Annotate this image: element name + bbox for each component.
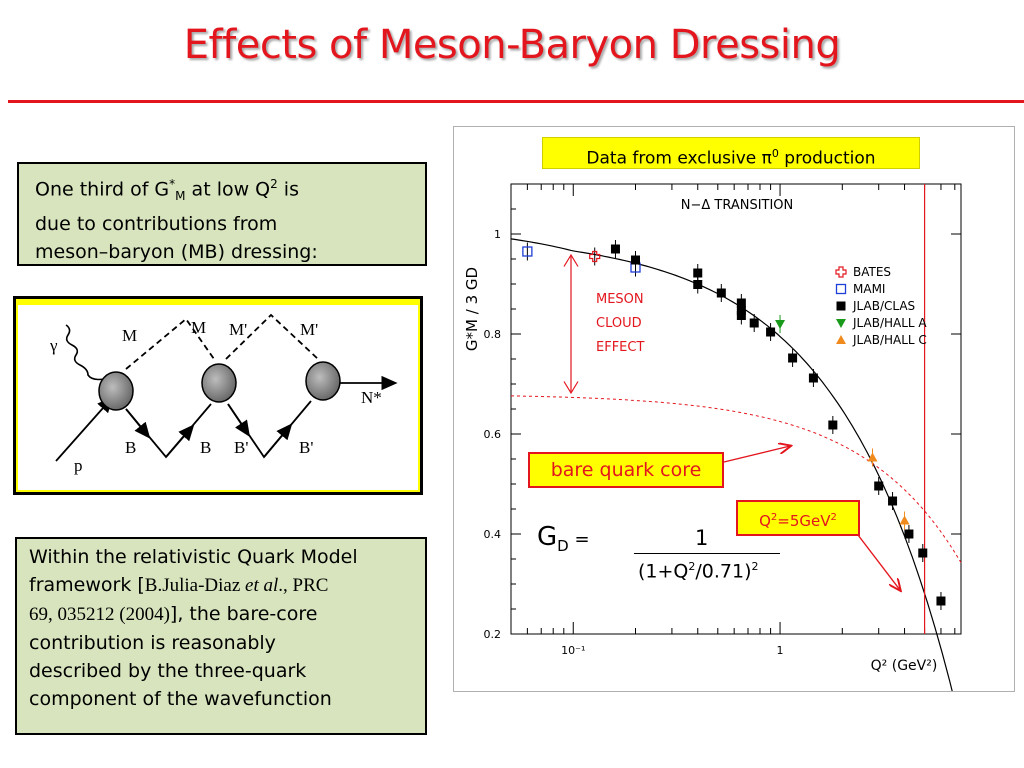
legend-label: JLAB/CLAS xyxy=(852,299,915,313)
model-line-3: 69, 035212 (2004)], the bare-core xyxy=(29,603,318,625)
gd-denominator: (1+Q2/0.71)2 xyxy=(638,560,759,583)
intro-textbox: One third of G*M at low Q2 is due to con… xyxy=(17,162,427,266)
slide-title: Effects of Meson-Baryon Dressing xyxy=(183,22,841,68)
data-point-jlab-clas xyxy=(874,481,884,491)
data-point-jlab-clas xyxy=(904,529,914,539)
meson-baryon-diagram: γ p M M M' M' B B B' B' N* xyxy=(13,296,423,495)
gd-fraction-bar xyxy=(634,553,780,554)
data-point-jlab-clas xyxy=(736,311,746,320)
baryon-line-1 xyxy=(125,403,212,459)
data-point-jlab-clas xyxy=(749,318,759,328)
b-label-3: B' xyxy=(234,438,248,457)
intro-line-3: meson–baryon (MB) dressing: xyxy=(35,241,318,264)
x-tick-label: 1 xyxy=(777,644,784,657)
legend-marker xyxy=(836,301,846,311)
b-label-2: B xyxy=(200,438,211,457)
data-point-jlab-hall-a xyxy=(775,320,786,329)
intro-line-2: due to contributions from xyxy=(35,213,278,236)
photon-line xyxy=(65,324,105,381)
m-label-4: M' xyxy=(300,320,318,339)
meson-cloud-label-2: CLOUD xyxy=(596,316,642,331)
legend-marker xyxy=(836,335,846,344)
m-label-2: M xyxy=(191,318,206,337)
data-point-jlab-clas xyxy=(610,244,620,254)
model-line-4: contribution is reasonably xyxy=(29,632,276,654)
x-axis-label: Q² (GeV²) xyxy=(871,658,938,674)
data-point-bates xyxy=(589,250,601,263)
meson-cloud-label: MESON xyxy=(596,292,644,307)
model-line-6: component of the wavefunction xyxy=(29,688,332,710)
legend-marker xyxy=(836,319,846,328)
meson-line-1 xyxy=(125,317,215,370)
model-line-5: described by the three-quark xyxy=(29,660,307,682)
data-source-banner: Data from exclusive π0 production xyxy=(542,137,920,169)
data-point-jlab-clas xyxy=(936,596,946,606)
y-tick-label: 0.4 xyxy=(484,528,502,541)
data-point-jlab-clas xyxy=(716,288,726,298)
proton-line xyxy=(55,396,114,462)
q2-callout: Q2=5GeV2 xyxy=(736,500,860,536)
chart-panel: 0.2 0.4 0.6 0.8 1 10⁻¹ 1 N−Δ TRANSITION G*M / … xyxy=(453,126,1015,728)
y-tick-label: 0.6 xyxy=(484,428,502,441)
legend-label: JLAB/HALL C xyxy=(852,333,927,347)
diagram-drawing: γ p M M M' M' B B B' B' N* xyxy=(49,313,398,475)
data-point-jlab-clas xyxy=(766,327,776,337)
model-line-2: framework [B.Julia-Diaz et al., PRC xyxy=(29,574,329,596)
full-model-curve xyxy=(510,238,962,728)
intro-line-1: One third of G*M at low Q2 is xyxy=(35,177,299,204)
model-line-1: Within the relativistic Quark Model xyxy=(29,546,358,568)
m-label-1: M xyxy=(122,326,137,345)
meson-cloud-label-3: EFFECT xyxy=(596,340,644,355)
y-axis-label: G*M / 3 GD xyxy=(463,267,481,351)
data-point-mami xyxy=(522,246,533,257)
vertex-blob-1 xyxy=(98,371,134,411)
data-point-jlab-clas xyxy=(788,353,798,363)
y-tick-label: 0.8 xyxy=(484,328,502,341)
data-point-jlab-hall-c xyxy=(899,515,910,525)
vertex-blob-3 xyxy=(305,361,341,401)
meson-line-2 xyxy=(225,313,319,360)
model-textbox: Within the relativistic Quark Model fram… xyxy=(15,537,427,735)
legend-marker xyxy=(835,266,847,278)
vertex-blob-2 xyxy=(201,363,237,403)
nstar-label: N* xyxy=(361,388,382,407)
meson-cloud-arrowhead-bottom xyxy=(563,381,579,395)
meson-cloud-arrowhead-top xyxy=(563,253,579,267)
gd-formula: GD = 1 (1+Q2/0.71)2 xyxy=(537,520,807,590)
y-tick-label: 0.2 xyxy=(484,628,502,641)
data-point-jlab-clas xyxy=(888,496,898,506)
data-point-jlab-hall-c xyxy=(867,452,878,462)
legend-marker xyxy=(835,283,847,295)
b-label-4: B' xyxy=(299,438,313,457)
data-point-jlab-clas xyxy=(693,280,703,289)
bare-core-callout: bare quark core xyxy=(528,452,724,488)
y-tick-label: 1 xyxy=(494,228,501,241)
legend-label: JLAB/HALL A xyxy=(852,316,927,330)
x-tick-label: 10⁻¹ xyxy=(561,644,585,657)
data-point-jlab-clas xyxy=(693,268,703,278)
gd-lhs: GD = xyxy=(537,522,590,556)
data-point-jlab-clas xyxy=(828,420,838,430)
b-label-1: B xyxy=(125,438,136,457)
title-underline xyxy=(8,100,1024,103)
chart-title: N−Δ TRANSITION xyxy=(681,198,794,213)
gamma-label: γ xyxy=(49,336,58,355)
legend-label: BATES xyxy=(853,265,891,279)
data-point-jlab-clas xyxy=(918,548,928,558)
legend-label: MAMI xyxy=(853,282,885,296)
gd-numerator: 1 xyxy=(695,526,709,550)
gm-ratio-chart: 0.2 0.4 0.6 0.8 1 10⁻¹ 1 N−Δ TRANSITION G*M / … xyxy=(463,183,962,728)
m-label-3: M' xyxy=(229,320,247,339)
data-point-jlab-clas xyxy=(808,373,818,383)
p-label: p xyxy=(74,456,83,475)
data-point-jlab-clas xyxy=(631,255,641,265)
